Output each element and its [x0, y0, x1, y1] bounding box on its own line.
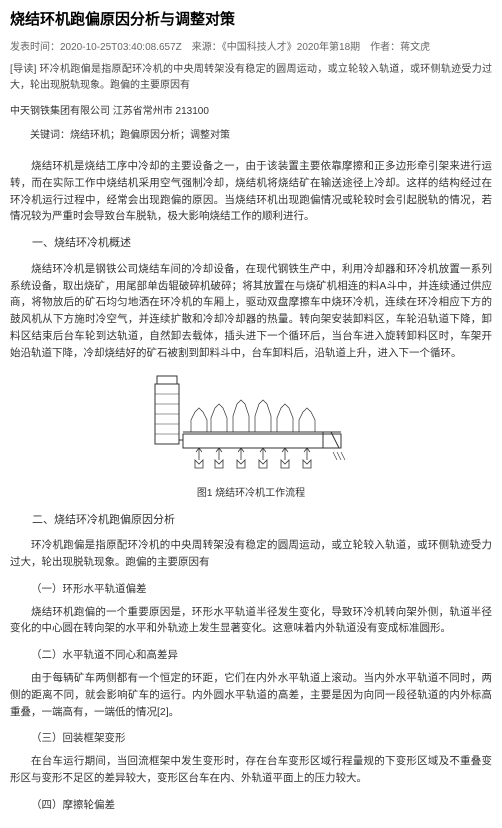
section-2-intro: 环冷机跑偏是指原配环冷机的中央周转架没有稳定的圆周运动，或立轮较入轨道，或环侧轨… — [10, 537, 492, 571]
figure-1: 图1 烧结环冷机工作流程 — [10, 372, 492, 502]
subsection-2-title: （二）水平轨道不同心和高差异 — [10, 647, 492, 664]
article-keywords: 关键词：烧结环机；跑偏原因分析；调整对策 — [10, 128, 492, 144]
section-1-title: 一、烧结环冷机概述 — [10, 235, 492, 253]
subsection-4-title: （四）摩擦轮偏差 — [10, 797, 492, 814]
article-meta: 发表时间：2020-10-25T03:40:08.657Z 来源：《中国科技人才… — [10, 40, 492, 56]
subsection-3-body: 在台车运行期间，当回流框架中发生变形时，存在台车变形区域行程量规的下变形区域及不… — [10, 753, 492, 787]
flow-diagram-icon — [151, 372, 351, 482]
article-affiliation: 中天钢铁集团有限公司 江苏省常州市 213100 — [10, 104, 492, 120]
subsection-1-body: 烧结环机跑偏的一个重要原因是，环形水平轨道半径发生变化，导致环冷机转向架外侧，轨… — [10, 604, 492, 638]
subsection-3-title: （三）回装框架变形 — [10, 730, 492, 747]
subsection-2-body: 由于每辆矿车两侧都有一个恒定的环距，它们在内外水平轨道上滚动。当内外水平轨道不同… — [10, 670, 492, 720]
article-abstract: [导读] 环冷机跑偏是指原配环冷机的中央周转架没有稳定的圆周运动，或立轮较入轨道… — [10, 62, 492, 94]
section-1-body: 烧结环冷机是钢铁公司烧结车间的冷却设备，在现代钢铁生产中，利用冷却器和环冷机放置… — [10, 261, 492, 362]
section-2-title: 二、烧结环冷机跑偏原因分析 — [10, 512, 492, 530]
subsection-1-title: （一）环形水平轨道偏差 — [10, 581, 492, 598]
figure-1-caption: 图1 烧结环冷机工作流程 — [10, 486, 492, 502]
intro-paragraph: 烧结环机是烧结工序中冷却的主要设备之一，由于该装置主要依靠摩擦和正多边形牵引架来… — [10, 158, 492, 225]
article-title: 烧结环机跑偏原因分析与调整对策 — [10, 8, 492, 32]
